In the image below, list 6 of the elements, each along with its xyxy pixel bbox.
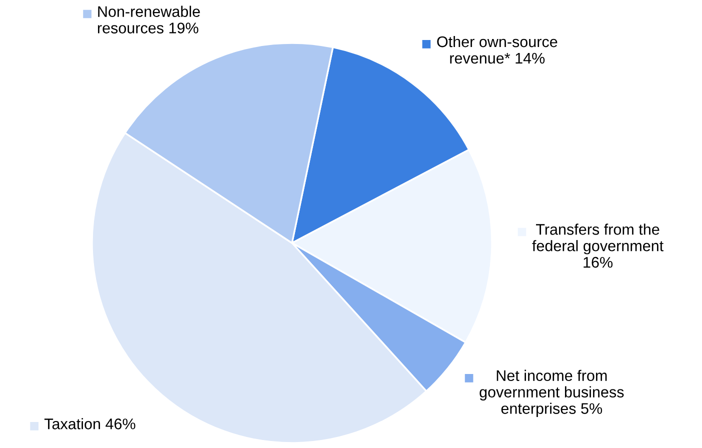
legend-label: Transfers from the federal government bbox=[532, 224, 664, 254]
legend-label: Non-renewable resources 19% bbox=[98, 6, 200, 34]
legend-label: Other own-source revenue* 14% bbox=[437, 36, 558, 64]
legend-label: Net income from government business enterprises 5% bbox=[480, 370, 624, 417]
legend-label: Taxation 46% bbox=[44, 418, 136, 430]
data-label: 16% bbox=[584, 256, 613, 268]
